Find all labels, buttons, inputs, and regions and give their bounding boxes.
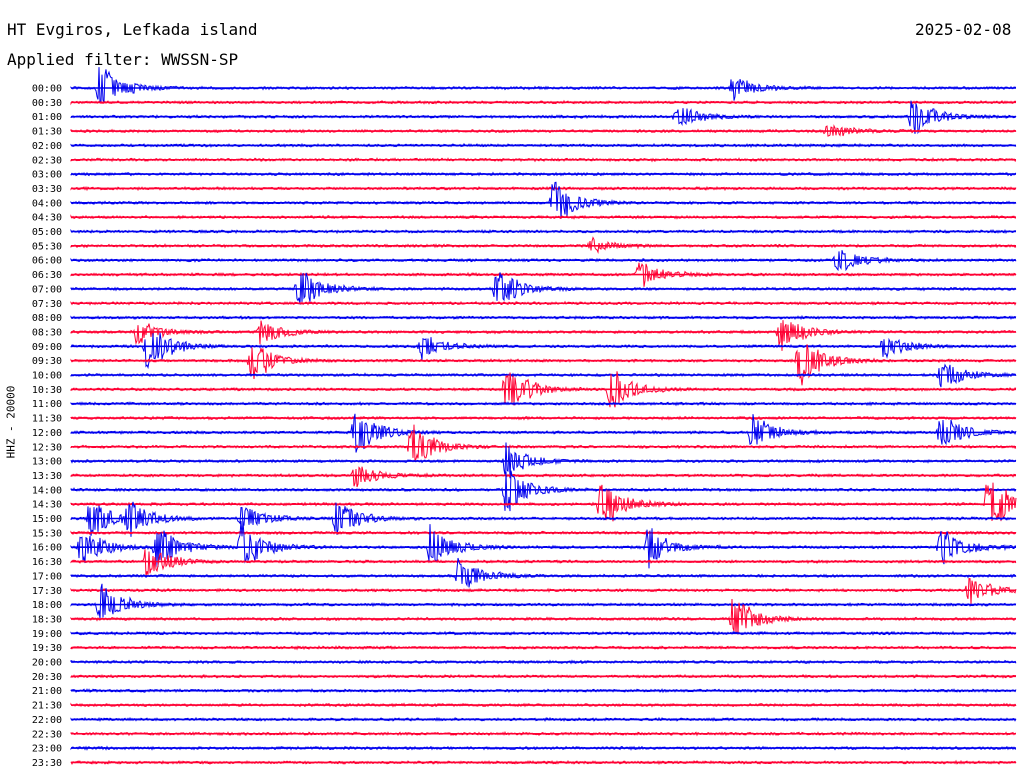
tick-label-group: 00:00 00:30 01:00 01:30 02:00 02:30 03:00 03:30…	[32, 84, 62, 769]
row-tick-label: 20:30	[32, 672, 62, 683]
trace-row-1000	[70, 363, 1017, 388]
row-tick-label: 22:30	[32, 729, 62, 740]
row-tick-label: 23:30	[32, 758, 62, 769]
row-tick-label: 16:30	[32, 557, 62, 568]
row-tick-label: 12:30	[32, 442, 62, 453]
row-tick-label: 02:30	[32, 155, 62, 166]
row-tick-label: 11:30	[32, 414, 62, 425]
row-tick-label: 09:00	[32, 342, 62, 353]
row-tick-label: 03:00	[32, 170, 62, 181]
trace-row-1630	[70, 549, 1017, 577]
trace-row-1800	[70, 583, 1017, 619]
row-tick-label: 10:30	[32, 385, 62, 396]
row-tick-label: 18:00	[32, 600, 62, 611]
row-tick-label: 08:00	[32, 313, 62, 324]
row-tick-label: 06:00	[32, 256, 62, 267]
row-tick-label: 11:00	[32, 399, 62, 410]
row-tick-label: 09:30	[32, 356, 62, 367]
row-tick-label: 19:30	[32, 643, 62, 654]
trace-row-0930	[70, 344, 1017, 386]
row-tick-label: 00:30	[32, 98, 62, 109]
trace-row-1730	[70, 578, 1017, 605]
row-tick-label: 01:30	[32, 127, 62, 138]
row-tick-label: 21:30	[32, 701, 62, 712]
row-tick-label: 22:00	[32, 715, 62, 726]
row-tick-label: 00:00	[32, 84, 62, 95]
row-tick-label: 06:30	[32, 270, 62, 281]
row-tick-label: 04:30	[32, 213, 62, 224]
trace-row-0900	[70, 332, 1017, 370]
filter-label: Applied filter: WWSSN-SP	[7, 50, 239, 69]
row-tick-label: 14:30	[32, 500, 62, 511]
date-label: 2025-02-08	[915, 20, 1012, 39]
row-tick-label: 08:30	[32, 327, 62, 338]
trace-row-1330	[70, 466, 1016, 488]
trace-row-0830	[70, 320, 1017, 351]
trace-group	[70, 67, 1017, 766]
row-tick-label: 05:30	[32, 241, 62, 252]
row-tick-label: 21:00	[32, 686, 62, 697]
row-tick-label: 03:30	[32, 184, 62, 195]
row-tick-label: 15:30	[32, 528, 62, 539]
row-tick-label: 12:00	[32, 428, 62, 439]
row-tick-label: 14:00	[32, 485, 62, 496]
row-tick-label: 02:00	[32, 141, 62, 152]
row-tick-label: 13:30	[32, 471, 62, 482]
row-tick-label: 17:00	[32, 571, 62, 582]
row-tick-label: 04:00	[32, 198, 62, 209]
station-title: HT Evgiros, Lefkada island	[7, 20, 258, 39]
row-tick-label: 19:00	[32, 629, 62, 640]
row-tick-label: 05:00	[32, 227, 62, 238]
trace-row-1230	[70, 424, 1017, 462]
row-tick-label: 07:00	[32, 284, 62, 295]
trace-row-0530	[70, 236, 1017, 254]
row-tick-label: 07:30	[32, 299, 62, 310]
row-tick-label: 17:30	[32, 586, 62, 597]
trace-row-0000	[70, 67, 1016, 104]
row-tick-label: 13:00	[32, 457, 62, 468]
row-tick-label: 15:00	[32, 514, 62, 525]
row-tick-label: 23:00	[32, 744, 62, 755]
row-tick-label: 10:00	[32, 371, 62, 382]
row-tick-label: 16:00	[32, 543, 62, 554]
row-tick-label: 20:00	[32, 658, 62, 669]
row-tick-label: 01:00	[32, 112, 62, 123]
row-tick-label: 18:30	[32, 614, 62, 625]
